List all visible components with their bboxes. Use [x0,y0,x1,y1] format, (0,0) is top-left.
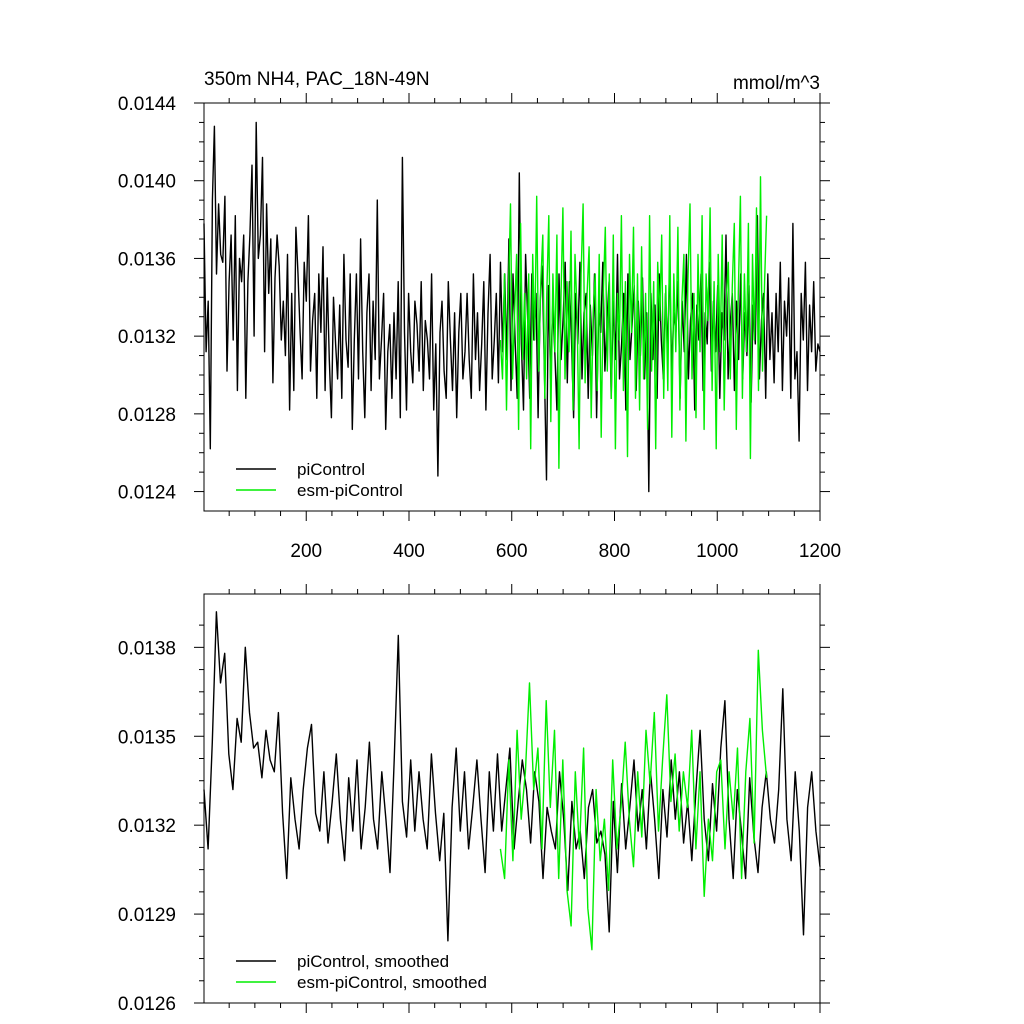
bottom-panel-legend: piControl, smoothed esm-piControl, smoot… [236,952,487,992]
legend-label-picontrol: piControl [297,460,365,479]
series-line-esm-picontrol [499,176,768,469]
y-tick-label: 0.0140 [118,172,176,193]
y-tick-label: 0.0132 [118,327,176,348]
y-tick-label: 0.0124 [118,483,177,504]
top-panel-frame [203,102,821,512]
legend-label-esm-picontrol-smoothed: esm-piControl, smoothed [297,973,487,992]
bottom-panel-frame [203,593,821,1004]
y-tick-label: 0.0128 [118,405,176,426]
y-tick-label: 0.0144 [118,94,177,115]
y-tick-label: 0.0132 [118,816,176,837]
x-tick-label: 1200 [799,541,841,562]
y-tick-label: 0.0138 [118,638,176,659]
y-tick-label: 0.0126 [118,994,176,1015]
y-tick-label: 0.0135 [118,727,176,748]
y-tick-label: 0.0129 [118,905,176,926]
bottom-panel: 0.0126 0.0129 0.0132 0.0135 0.0138 piControl… [118,584,830,1015]
x-tick-label: 400 [393,541,425,562]
legend-label-picontrol-smoothed: piControl, smoothed [297,952,449,971]
x-tick-label: 1000 [696,541,738,562]
top-panel: 350m NH4, PAC_18N-49N mmol/m^3 200 400 600… [118,69,841,562]
top-panel-series [203,121,821,493]
top-panel-legend: piControl esm-piControl [236,460,403,500]
x-tick-label: 800 [599,541,631,562]
top-panel-units: mmol/m^3 [733,73,820,94]
series-line-esm-picontrol-smoothed [499,649,768,951]
x-tick-label: 200 [290,541,322,562]
series-line-picontrol-smoothed [203,611,821,942]
bottom-panel-series [203,611,821,951]
y-tick-label: 0.0136 [118,249,176,270]
top-panel-ticks: 200 400 600 800 1000 1200 0.0124 0.0128 0.0132 0.… [118,93,841,562]
bottom-panel-ticks: 0.0126 0.0129 0.0132 0.0135 0.0138 [118,584,830,1015]
legend-label-esm-picontrol: esm-piControl [297,481,403,500]
x-tick-label: 600 [496,541,528,562]
top-panel-title: 350m NH4, PAC_18N-49N [204,69,430,90]
